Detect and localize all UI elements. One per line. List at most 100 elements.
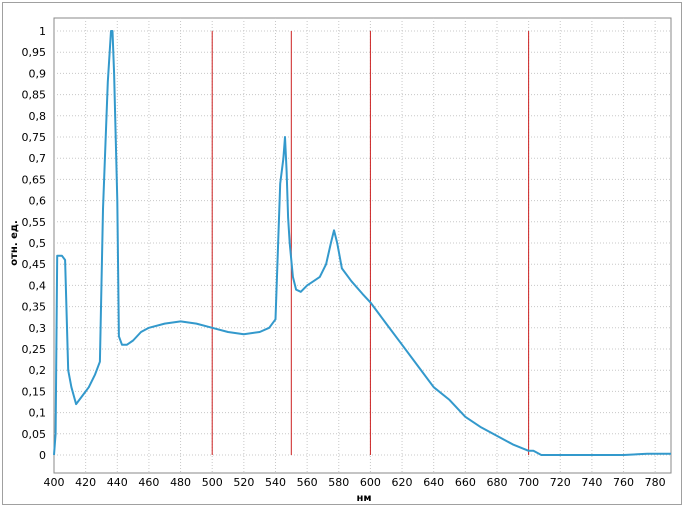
y-tick-label: 0,6 xyxy=(29,195,47,208)
y-tick-label: 0,5 xyxy=(29,237,47,250)
data-point xyxy=(133,340,134,341)
y-tick-label: 0,75 xyxy=(22,131,47,144)
data-point xyxy=(88,387,89,388)
data-point xyxy=(140,331,141,332)
series-line xyxy=(53,30,671,456)
data-point xyxy=(291,259,292,260)
data-point xyxy=(313,281,314,282)
y-tick-labels: 0 0,05 0,1 0,15 0,2 0,25 0,3 0,35 0,4 0,45 0,5 0,55… xyxy=(22,25,47,462)
data-point xyxy=(121,344,122,345)
data-point xyxy=(110,30,111,31)
y-tick-label: 0,2 xyxy=(29,364,47,377)
data-point xyxy=(275,319,276,320)
data-point xyxy=(623,454,624,455)
x-tick-label: 560 xyxy=(297,476,318,489)
plot-area xyxy=(53,17,672,474)
data-point xyxy=(386,323,387,324)
y-tick-label: 0,65 xyxy=(22,173,47,186)
y-tick-label: 0,95 xyxy=(22,46,47,59)
x-tick-label: 400 xyxy=(44,476,65,489)
x-tick-label: 600 xyxy=(360,476,381,489)
x-tick-label: 420 xyxy=(75,476,96,489)
data-point xyxy=(647,453,648,454)
data-point xyxy=(292,276,293,277)
y-tick-label: 0,15 xyxy=(22,385,47,398)
data-point xyxy=(417,365,418,366)
data-point xyxy=(560,454,561,455)
data-point xyxy=(57,255,58,256)
y-tick-label: 0,3 xyxy=(29,322,47,335)
data-point xyxy=(289,242,290,243)
data-point xyxy=(269,327,270,328)
data-point xyxy=(337,242,338,243)
data-point xyxy=(107,81,108,82)
x-tick-labels: 400 420 440 460 480 500 520 540 560 580 600 620 640 6… xyxy=(44,476,666,489)
data-point xyxy=(541,454,542,455)
x-tick-label: 480 xyxy=(170,476,191,489)
data-point xyxy=(341,268,342,269)
x-tick-label: 580 xyxy=(328,476,349,489)
data-point xyxy=(76,404,77,405)
x-tick-label: 720 xyxy=(550,476,571,489)
data-point xyxy=(591,454,592,455)
y-tick-label: 0,9 xyxy=(29,67,47,80)
data-point xyxy=(164,323,165,324)
x-tick-label: 700 xyxy=(518,476,539,489)
x-tick-label: 460 xyxy=(138,476,159,489)
y-tick-label: 1 xyxy=(39,25,46,38)
x-tick-label: 500 xyxy=(202,476,223,489)
data-point xyxy=(528,450,529,451)
data-point xyxy=(64,259,65,260)
data-point xyxy=(319,276,320,277)
data-point xyxy=(55,433,56,434)
x-tick-label: 440 xyxy=(107,476,128,489)
y-tick-label: 0 xyxy=(39,449,46,462)
y-tick-label: 0,4 xyxy=(29,279,47,292)
y-tick-label: 0,55 xyxy=(22,216,47,229)
data-point xyxy=(401,344,402,345)
data-point xyxy=(286,170,287,171)
data-point xyxy=(68,370,69,371)
data-point xyxy=(118,336,119,337)
x-tick-label: 740 xyxy=(581,476,602,489)
data-point xyxy=(71,387,72,388)
data-point xyxy=(280,183,281,184)
data-point xyxy=(433,387,434,388)
data-point xyxy=(307,285,308,286)
data-point xyxy=(288,217,289,218)
x-tick-label: 760 xyxy=(613,476,634,489)
data-point xyxy=(283,158,284,159)
y-tick-label: 0,25 xyxy=(22,343,47,356)
data-point xyxy=(259,331,260,332)
data-point xyxy=(333,230,334,231)
data-point xyxy=(465,416,466,417)
x-tick-label: 780 xyxy=(645,476,666,489)
y-axis-label: отн. ед. xyxy=(9,220,20,266)
data-point xyxy=(227,331,228,332)
y-tick-label: 0,85 xyxy=(22,89,47,102)
x-tick-label: 660 xyxy=(455,476,476,489)
x-tick-label: 620 xyxy=(392,476,413,489)
grid xyxy=(54,18,671,473)
y-tick-label: 0,8 xyxy=(29,110,47,123)
data-point xyxy=(102,208,103,209)
x-tick-label: 640 xyxy=(423,476,444,489)
x-axis-label: нм xyxy=(356,493,371,504)
data-point xyxy=(351,281,352,282)
data-point xyxy=(370,302,371,303)
y-tick-label: 0,7 xyxy=(29,152,47,165)
data-point xyxy=(126,344,127,345)
data-point xyxy=(180,321,181,322)
data-point xyxy=(533,450,534,451)
data-point xyxy=(362,293,363,294)
y-tick-label: 0,35 xyxy=(22,301,47,314)
data-point xyxy=(95,374,96,375)
data-point xyxy=(82,395,83,396)
vertical-markers xyxy=(211,31,530,455)
series-group xyxy=(53,30,671,456)
data-point xyxy=(449,399,450,400)
x-tick-label: 520 xyxy=(233,476,254,489)
data-point xyxy=(326,264,327,265)
y-tick-label: 0,45 xyxy=(22,258,47,271)
data-point xyxy=(512,444,513,445)
